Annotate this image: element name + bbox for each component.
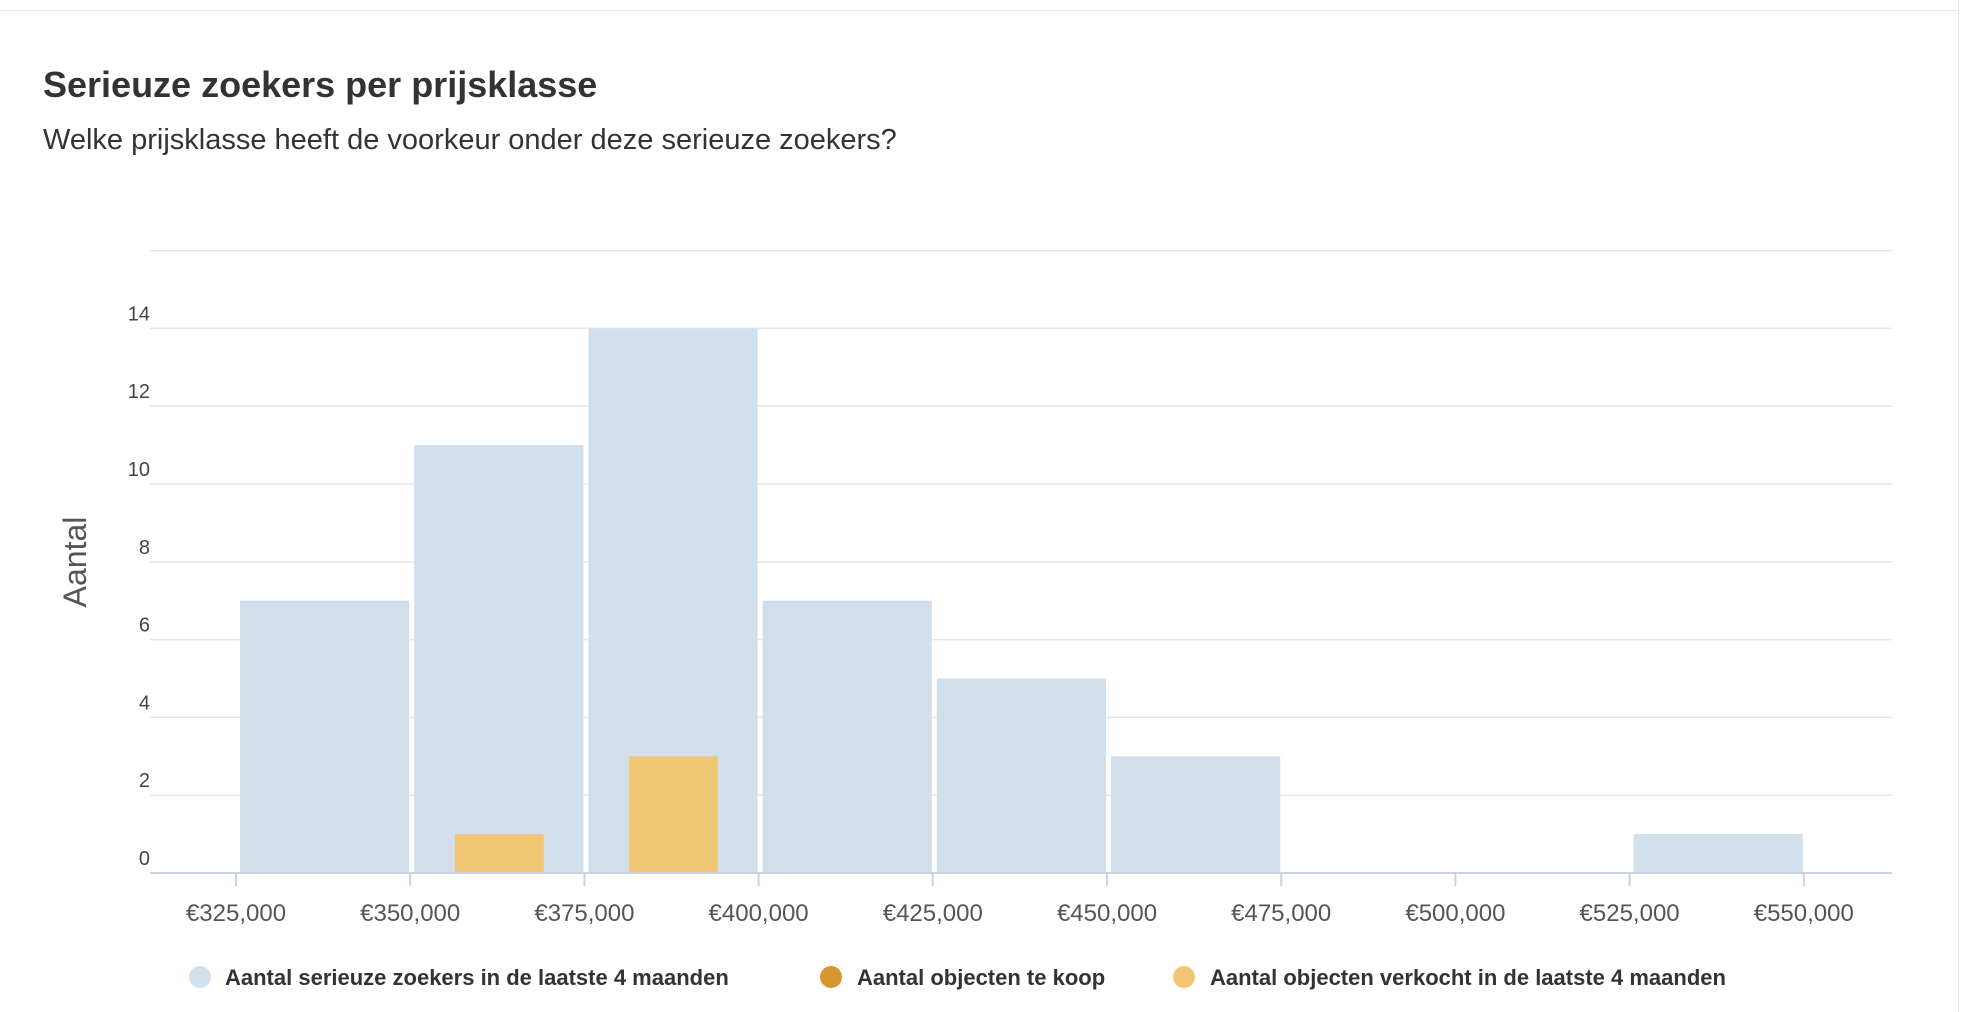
bars-serious-seekers xyxy=(240,328,1803,873)
bar-serious-seekers[interactable] xyxy=(936,678,1106,874)
y-tick-label: 8 xyxy=(139,537,150,559)
legend-marker xyxy=(820,966,842,988)
legend-marker xyxy=(1173,966,1195,988)
x-tick-label: €525,000 xyxy=(1580,900,1680,927)
x-tick-label: €375,000 xyxy=(534,900,634,927)
chart-title: Serieuze zoekers per prijsklasse xyxy=(43,64,598,105)
legend-item[interactable]: Aantal objecten te koop xyxy=(820,965,1105,990)
legend-item[interactable]: Aantal serieuze zoekers in de laatste 4 … xyxy=(189,965,729,990)
x-tick-label: €350,000 xyxy=(360,900,460,927)
x-tick-label: €450,000 xyxy=(1057,900,1157,927)
legend-label: Aantal serieuze zoekers in de laatste 4 … xyxy=(225,965,729,990)
legend-item[interactable]: Aantal objecten verkocht in de laatste 4… xyxy=(1173,965,1726,990)
x-tick-label: €400,000 xyxy=(709,900,809,927)
y-tick-label: 6 xyxy=(139,615,150,637)
bar-serious-seekers[interactable] xyxy=(414,445,584,873)
x-axis xyxy=(150,872,1892,886)
legend-label: Aantal objecten verkocht in de laatste 4… xyxy=(1210,965,1726,990)
bar-serious-seekers[interactable] xyxy=(1111,756,1281,873)
bar-serious-seekers[interactable] xyxy=(1633,834,1803,873)
bar-sold[interactable] xyxy=(629,756,718,873)
bar-sold[interactable] xyxy=(454,834,544,873)
x-tick-labels: €325,000 €350,000 €375,000 €400,000 €425,000… xyxy=(186,900,1854,927)
y-tick-label: 2 xyxy=(139,770,150,792)
card-top-border xyxy=(0,0,1958,11)
y-tick-label: 10 xyxy=(128,459,150,481)
x-tick-label: €550,000 xyxy=(1754,900,1854,927)
x-tick-label: €425,000 xyxy=(883,900,983,927)
y-tick-label: 4 xyxy=(139,692,150,714)
y-tick-labels: 0 2 4 6 8 10 12 14 xyxy=(128,303,150,870)
legend-marker xyxy=(189,966,211,988)
x-tick-label: €475,000 xyxy=(1231,900,1331,927)
y-tick-label: 14 xyxy=(128,303,150,325)
chart-subtitle: Welke prijsklasse heeft de voorkeur onde… xyxy=(43,124,897,156)
y-axis-title: Aantal xyxy=(57,517,93,608)
x-tick-label: €500,000 xyxy=(1405,900,1505,927)
y-tick-label: 12 xyxy=(128,381,150,403)
x-tick-label: €325,000 xyxy=(186,900,286,927)
bars-sold xyxy=(454,756,718,873)
bar-serious-seekers[interactable] xyxy=(762,600,932,873)
y-tick-label: 0 xyxy=(139,848,150,870)
card-right-border xyxy=(1958,0,1959,1012)
legend-label: Aantal objecten te koop xyxy=(857,965,1105,990)
legend: Aantal serieuze zoekers in de laatste 4 … xyxy=(189,965,1726,990)
bar-serious-seekers[interactable] xyxy=(240,600,410,873)
